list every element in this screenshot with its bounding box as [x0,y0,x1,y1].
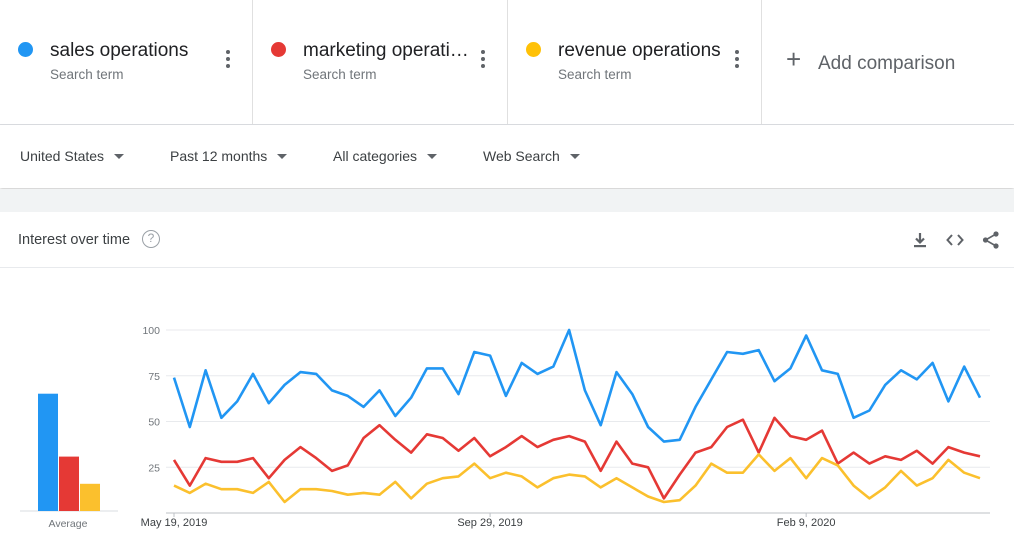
comparison-terms-bar: sales operations Search term marketing o… [0,0,1014,125]
caret-down-icon [114,154,125,159]
term-card-2[interactable]: marketing operati… Search term [253,0,508,124]
search-type-value: Web Search [483,148,560,164]
share-icon[interactable] [981,230,1001,250]
x-tick-label: Feb 9, 2020 [777,517,836,529]
average-bar[interactable] [80,483,100,511]
download-icon[interactable] [910,230,930,250]
series-line[interactable] [172,416,981,500]
series-line[interactable] [172,328,982,443]
average-bar-chart: Average [20,393,118,530]
term-type: Search term [558,67,632,82]
period-dropdown[interactable]: Past 12 months [170,148,288,164]
chart-grid: 100 75 50 25 [142,325,990,514]
help-icon[interactable]: ? [142,230,160,248]
search-type-dropdown[interactable]: Web Search [483,148,580,164]
more-vert-icon[interactable] [481,50,485,71]
region-dropdown[interactable]: United States [20,148,125,164]
category-dropdown[interactable]: All categories [333,148,438,164]
term-card-1[interactable]: sales operations Search term [0,0,253,124]
category-value: All categories [333,148,418,164]
y-tick-label: 75 [148,371,160,383]
x-tick-label: Sep 29, 2019 [457,517,522,529]
region-value: United States [20,148,105,164]
caret-down-icon [427,154,438,159]
average-bar[interactable] [59,456,79,511]
term-name[interactable]: revenue operations [558,40,721,61]
average-label: Average [49,518,88,530]
plus-icon: + [786,44,802,74]
card-header: Interest over time ? [0,212,1014,268]
card-title: Interest over time [18,232,131,248]
term-type: Search term [50,67,124,82]
interest-chart: Average 100 75 50 25 May 19, 2019 Sep 29, 20… [20,325,990,530]
add-comparison-button[interactable]: + Add comparison [762,0,1014,124]
term-color-dot [18,42,33,57]
average-bar[interactable] [38,393,58,511]
chart-series [172,328,982,504]
add-comparison-label: Add comparison [818,53,956,74]
term-color-dot [271,42,286,57]
series-line[interactable] [173,453,981,504]
interest-over-time-card: Interest over time ? Average 100 75 50 25 M… [0,212,1014,541]
section-divider [0,189,1014,212]
embed-icon[interactable] [945,230,965,250]
x-tick-label: May 19, 2019 [141,517,208,529]
more-vert-icon[interactable] [735,50,739,71]
period-value: Past 12 months [170,148,268,164]
caret-down-icon [277,154,288,159]
caret-down-icon [569,154,580,159]
term-type: Search term [303,67,377,82]
y-tick-label: 50 [148,417,160,429]
term-name[interactable]: sales operations [50,40,189,61]
y-tick-label: 100 [142,325,160,337]
term-color-dot [526,42,541,57]
filters-bar: United States Past 12 months All categor… [0,125,1014,188]
y-tick-label: 25 [148,462,160,474]
x-axis-labels: May 19, 2019 Sep 29, 2019 Feb 9, 2020 [141,513,836,529]
more-vert-icon[interactable] [226,50,230,71]
term-name[interactable]: marketing operati… [303,40,469,61]
term-card-3[interactable]: revenue operations Search term [508,0,762,124]
